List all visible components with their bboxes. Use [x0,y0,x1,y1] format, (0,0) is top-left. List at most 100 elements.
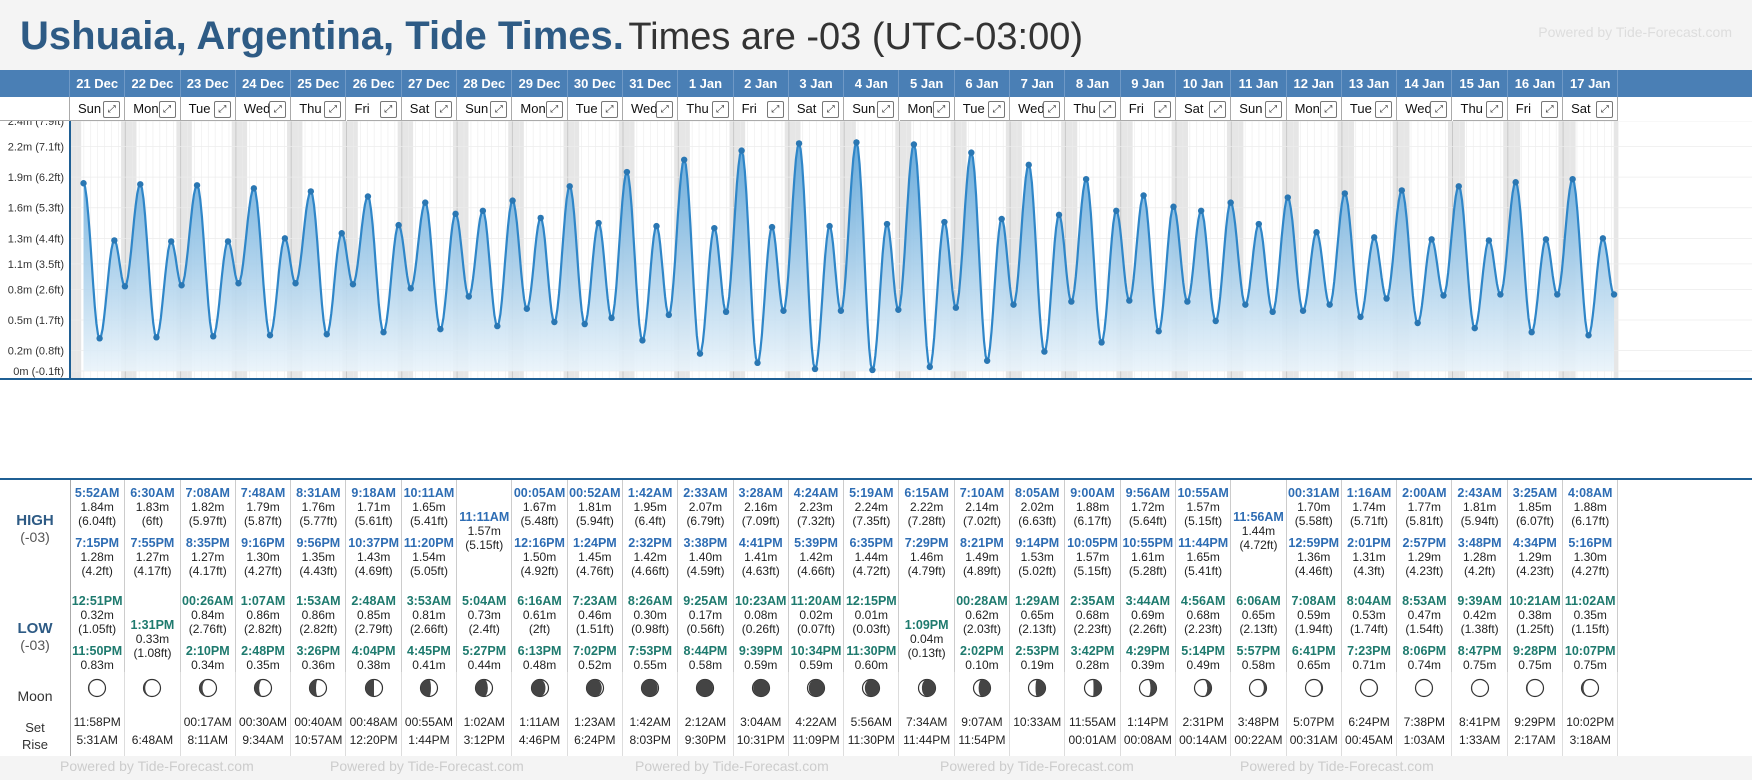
tide-extreme-point[interactable] [96,335,103,342]
tide-extreme-point[interactable] [826,222,833,230]
tide-extreme-point[interactable] [1610,291,1618,298]
tide-extreme-point[interactable] [883,220,891,228]
tide-extreme-point[interactable] [494,322,501,330]
expand-icon[interactable]: ⤢ [1319,101,1337,118]
tide-extreme-point[interactable] [1341,190,1349,197]
expand-icon[interactable]: ⤢ [545,101,563,118]
tide-extreme-point[interactable] [1082,175,1090,183]
tide-extreme-point[interactable] [1512,179,1519,186]
tide-extreme-point[interactable] [811,365,819,373]
expand-icon[interactable]: ⤢ [213,101,231,118]
expand-icon[interactable]: ⤢ [822,101,840,118]
tide-extreme-point[interactable] [795,140,803,147]
tide-extreme-point[interactable] [266,332,274,339]
tide-extreme-point[interactable] [1113,207,1120,214]
tide-extreme-point[interactable] [1299,307,1307,314]
tide-extreme-point[interactable] [680,156,688,163]
expand-icon[interactable]: ⤢ [1375,101,1393,118]
expand-icon[interactable]: ⤢ [1043,101,1061,118]
tide-extreme-point[interactable] [1485,237,1493,244]
tide-extreme-point[interactable] [1370,234,1378,241]
tide-extreme-point[interactable] [121,283,129,290]
tide-extreme-point[interactable] [1313,229,1320,236]
tide-extreme-point[interactable] [566,183,573,190]
tide-extreme-point[interactable] [1055,211,1063,219]
tide-extreme-point[interactable] [523,305,531,312]
tide-extreme-point[interactable] [137,181,144,188]
tide-extreme-point[interactable] [307,188,315,195]
tide-extreme-point[interactable] [1041,348,1048,355]
tide-extreme-point[interactable] [711,224,718,232]
tide-extreme-point[interactable] [1497,291,1504,298]
tide-extreme-point[interactable] [910,141,918,148]
tide-extreme-point[interactable] [422,199,429,206]
tide-extreme-point[interactable] [1197,207,1205,214]
expand-icon[interactable]: ⤢ [1209,101,1227,118]
tide-extreme-point[interactable] [696,350,704,357]
tide-extreme-point[interactable] [1528,329,1535,336]
tide-extreme-point[interactable] [1155,328,1162,335]
tide-extreme-point[interactable] [1414,319,1421,327]
expand-icon[interactable]: ⤢ [1541,101,1559,118]
expand-icon[interactable]: ⤢ [1596,101,1614,118]
expand-icon[interactable]: ⤢ [324,101,342,118]
expand-icon[interactable]: ⤢ [1430,101,1448,118]
tide-extreme-point[interactable] [1140,192,1147,199]
expand-icon[interactable]: ⤢ [877,101,895,118]
tide-extreme-point[interactable] [210,333,217,340]
tide-extreme-point[interactable] [780,307,787,314]
tide-extreme-point[interactable] [665,311,673,319]
tide-extreme-point[interactable] [380,329,387,336]
tide-extreme-point[interactable] [281,235,289,242]
tide-extreme-point[interactable] [178,282,185,289]
tide-extreme-point[interactable] [941,218,948,226]
tide-extreme-point[interactable] [323,331,330,338]
tide-extreme-point[interactable] [623,168,631,176]
expand-icon[interactable]: ⤢ [1264,101,1282,118]
tide-extreme-point[interactable] [1284,194,1291,201]
tide-extreme-point[interactable] [193,182,201,189]
tide-extreme-point[interactable] [364,193,372,200]
tide-extreme-point[interactable] [952,304,960,311]
tide-extreme-point[interactable] [1242,301,1249,308]
tide-extreme-point[interactable] [1554,291,1561,298]
tide-extreme-point[interactable] [235,280,242,287]
tide-extreme-point[interactable] [1326,301,1333,308]
expand-icon[interactable]: ⤢ [988,101,1006,118]
tide-extreme-point[interactable] [1255,220,1262,228]
tide-extreme-point[interactable] [895,306,902,313]
expand-icon[interactable]: ⤢ [656,101,674,118]
tide-extreme-point[interactable] [581,320,588,328]
tide-extreme-point[interactable] [1542,236,1550,243]
expand-icon[interactable]: ⤢ [1485,101,1503,118]
expand-icon[interactable]: ⤢ [379,101,397,118]
tide-extreme-point[interactable] [968,149,975,156]
tide-extreme-point[interactable] [926,363,933,371]
tide-extreme-point[interactable] [837,307,845,314]
tide-extreme-point[interactable] [1068,298,1075,305]
tide-extreme-point[interactable] [1227,199,1234,206]
tide-extreme-point[interactable] [167,238,175,245]
tide-extreme-point[interactable] [1455,183,1462,190]
tide-extreme-point[interactable] [1471,324,1478,332]
tide-extreme-point[interactable] [395,221,402,229]
tide-extreme-point[interactable] [1398,187,1406,194]
tide-extreme-point[interactable] [1126,297,1133,304]
tide-extreme-point[interactable] [1212,317,1219,325]
tide-extreme-point[interactable] [509,197,516,204]
tide-extreme-point[interactable] [768,223,776,231]
tide-extreme-point[interactable] [224,238,232,245]
expand-icon[interactable]: ⤢ [103,101,121,118]
tide-extreme-point[interactable] [1184,298,1191,305]
tide-extreme-point[interactable] [853,139,860,146]
tide-extreme-point[interactable] [1357,313,1364,321]
tide-extreme-point[interactable] [639,337,646,344]
tide-extreme-point[interactable] [292,280,299,287]
tide-extreme-point[interactable] [722,308,730,316]
tide-extreme-point[interactable] [983,357,991,364]
tide-extreme-point[interactable] [551,318,558,326]
tide-extreme-point[interactable] [1098,339,1105,346]
tide-extreme-point[interactable] [653,222,660,230]
expand-icon[interactable]: ⤢ [600,101,618,118]
tide-extreme-point[interactable] [1269,308,1276,316]
